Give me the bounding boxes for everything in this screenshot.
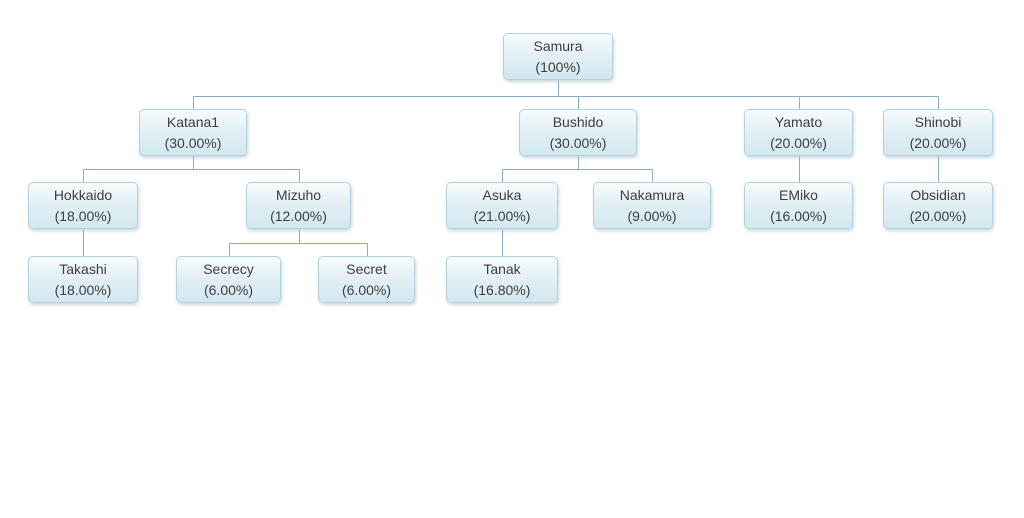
node-percent: (30.00%) [549, 134, 607, 151]
org-node-tanak[interactable]: Tanak (16.80%) [446, 256, 558, 303]
org-node-bushido[interactable]: Bushido (30.00%) [519, 109, 637, 156]
node-label: Katana1 [166, 113, 220, 130]
node-label: Secrecy [203, 260, 254, 277]
node-label: EMiko [779, 186, 818, 203]
node-percent: (20.00%) [909, 207, 967, 224]
node-label: Hokkaido [53, 186, 113, 203]
node-percent: (6.00%) [203, 281, 254, 298]
node-percent: (12.00%) [270, 207, 327, 224]
org-node-yamato[interactable]: Yamato (20.00%) [744, 109, 853, 156]
org-node-samura[interactable]: Samura (100%) [503, 33, 613, 80]
node-percent: (16.80%) [473, 281, 531, 298]
org-node-hokkaido[interactable]: Hokkaido (18.00%) [28, 182, 138, 229]
node-percent: (16.00%) [770, 207, 827, 224]
org-node-mizuho[interactable]: Mizuho (12.00%) [246, 182, 351, 229]
node-label: Nakamura [619, 186, 685, 203]
org-node-nakamura[interactable]: Nakamura (9.00%) [593, 182, 711, 229]
node-percent: (30.00%) [164, 134, 222, 151]
node-label: Yamato [774, 113, 823, 130]
node-label: Obsidian [910, 186, 966, 203]
org-node-emiko[interactable]: EMiko (16.00%) [744, 182, 853, 229]
node-label: Secret [346, 260, 387, 277]
node-label: Mizuho [275, 186, 322, 203]
node-percent: (21.00%) [473, 207, 531, 224]
node-label: Samura [533, 37, 583, 54]
node-percent: (9.00%) [627, 207, 677, 224]
org-node-asuka[interactable]: Asuka (21.00%) [446, 182, 558, 229]
node-percent: (20.00%) [770, 134, 827, 151]
org-node-secrecy[interactable]: Secrecy (6.00%) [176, 256, 281, 303]
node-percent: (18.00%) [54, 207, 112, 224]
org-node-katana1[interactable]: Katana1 (30.00%) [139, 109, 247, 156]
node-label: Shinobi [914, 113, 962, 130]
node-percent: (6.00%) [341, 281, 392, 298]
node-label: Tanak [483, 260, 521, 277]
org-node-secret[interactable]: Secret (6.00%) [318, 256, 415, 303]
node-percent: (20.00%) [909, 134, 967, 151]
org-node-shinobi[interactable]: Shinobi (20.00%) [883, 109, 993, 156]
org-node-obsidian[interactable]: Obsidian (20.00%) [883, 182, 993, 229]
org-node-takashi[interactable]: Takashi (18.00%) [28, 256, 138, 303]
node-label: Takashi [59, 260, 107, 277]
node-percent: (100%) [535, 58, 581, 75]
node-label: Bushido [552, 113, 604, 130]
node-percent: (18.00%) [54, 281, 112, 298]
node-label: Asuka [482, 186, 522, 203]
